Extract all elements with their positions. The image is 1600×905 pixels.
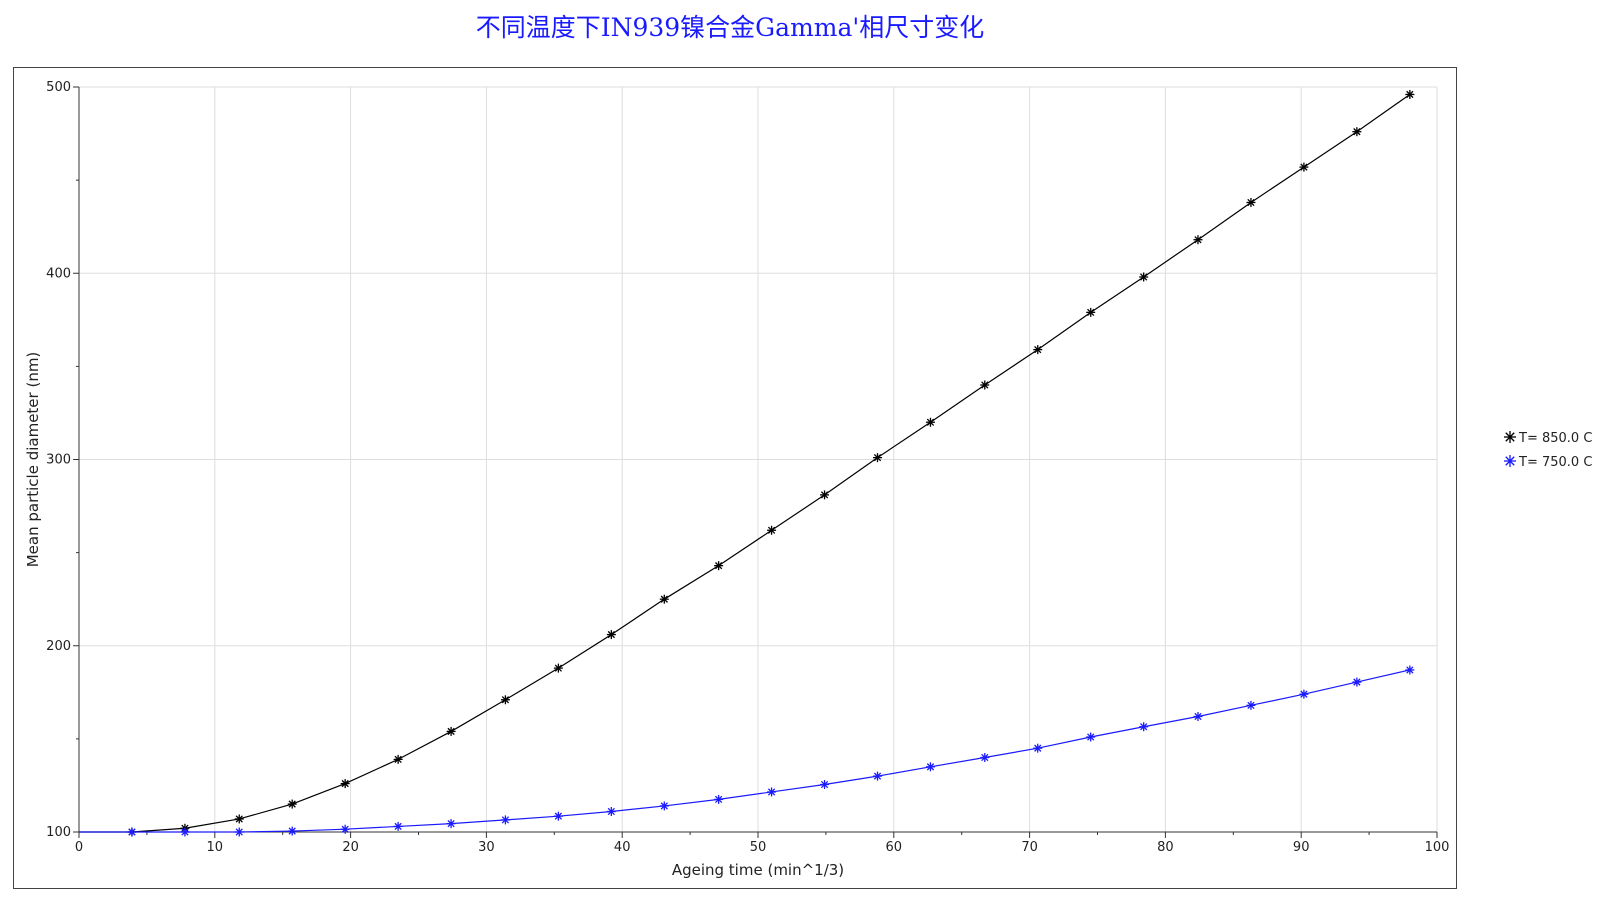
data-point xyxy=(1139,722,1149,732)
data-point xyxy=(500,695,510,705)
data-point xyxy=(500,815,510,825)
data-point xyxy=(127,827,137,837)
x-tick-label: 90 xyxy=(1293,840,1310,855)
legend-label: T= 850.0 C xyxy=(1518,431,1592,446)
data-point xyxy=(1086,732,1096,742)
x-tick-label: 20 xyxy=(342,840,359,855)
data-point xyxy=(980,380,990,390)
plot-frame xyxy=(13,67,1457,889)
data-point xyxy=(1352,127,1362,137)
data-point xyxy=(393,754,403,764)
legend-marker xyxy=(1504,431,1516,443)
data-point xyxy=(234,814,244,824)
series-2 xyxy=(79,665,1415,837)
data-point xyxy=(606,630,616,640)
x-tick-label: 60 xyxy=(886,840,903,855)
data-point xyxy=(393,821,403,831)
series-1 xyxy=(79,89,1415,837)
data-point xyxy=(659,801,669,811)
data-point xyxy=(446,819,456,829)
data-point xyxy=(767,525,777,535)
y-tick-label: 100 xyxy=(46,825,71,840)
data-point xyxy=(1405,665,1415,675)
data-point xyxy=(446,726,456,736)
data-point xyxy=(873,771,883,781)
data-point xyxy=(873,453,883,463)
data-point xyxy=(340,779,350,789)
data-point xyxy=(925,417,935,427)
data-point xyxy=(553,663,563,673)
x-tick-label: 0 xyxy=(75,840,83,855)
data-point xyxy=(340,824,350,834)
data-point xyxy=(714,561,724,571)
x-tick-label: 40 xyxy=(614,840,631,855)
data-point xyxy=(1139,272,1149,282)
data-point xyxy=(1193,712,1203,722)
legend: T= 850.0 C T= 750.0 C xyxy=(1504,431,1592,470)
data-point xyxy=(980,753,990,762)
y-tick-label: 300 xyxy=(46,453,71,468)
data-point xyxy=(1405,89,1415,99)
x-tick-label: 50 xyxy=(750,840,767,855)
y-tick-label: 400 xyxy=(46,266,71,281)
x-tick-label: 100 xyxy=(1425,840,1450,855)
data-point xyxy=(1246,700,1256,710)
y-tick-label: 200 xyxy=(46,639,71,654)
x-tick-label: 80 xyxy=(1157,840,1174,855)
data-point xyxy=(1299,162,1309,172)
legend-marker xyxy=(1504,455,1516,467)
chart-title: 不同温度下IN939镍合金Gamma'相尺寸变化 xyxy=(475,13,985,42)
y-tick-label: 500 xyxy=(46,80,71,95)
data-point xyxy=(767,787,777,797)
data-point xyxy=(606,807,616,817)
data-point xyxy=(287,826,297,836)
axes: 0 10 20 30 40 50 60 70 80 90 100 100 200 300 400 500 xyxy=(46,80,1449,855)
x-axis-label: Ageing time (min^1/3) xyxy=(672,861,844,879)
data-point xyxy=(1246,197,1256,207)
x-tick-label: 70 xyxy=(1021,840,1038,855)
data-point xyxy=(820,780,830,790)
data-point xyxy=(925,762,935,772)
data-point xyxy=(180,827,190,837)
data-point xyxy=(659,594,669,604)
series-line xyxy=(79,93,1411,833)
x-tick-label: 30 xyxy=(478,840,495,855)
data-point xyxy=(1033,345,1043,355)
data-point xyxy=(1033,743,1043,753)
x-tick-label: 10 xyxy=(207,840,224,855)
data-point xyxy=(820,490,830,500)
y-axis-label: Mean particle diameter (nm) xyxy=(24,352,42,568)
data-point xyxy=(234,827,244,837)
legend-label: T= 750.0 C xyxy=(1518,455,1592,470)
data-point xyxy=(1352,677,1362,687)
data-point xyxy=(1086,307,1096,317)
data-point xyxy=(553,811,563,821)
data-point xyxy=(1193,235,1203,245)
data-point xyxy=(714,794,724,804)
grid-lines xyxy=(79,86,1438,832)
series-line xyxy=(79,669,1410,833)
data-point xyxy=(1299,689,1309,699)
data-point xyxy=(287,799,297,809)
series-layer xyxy=(79,89,1415,837)
